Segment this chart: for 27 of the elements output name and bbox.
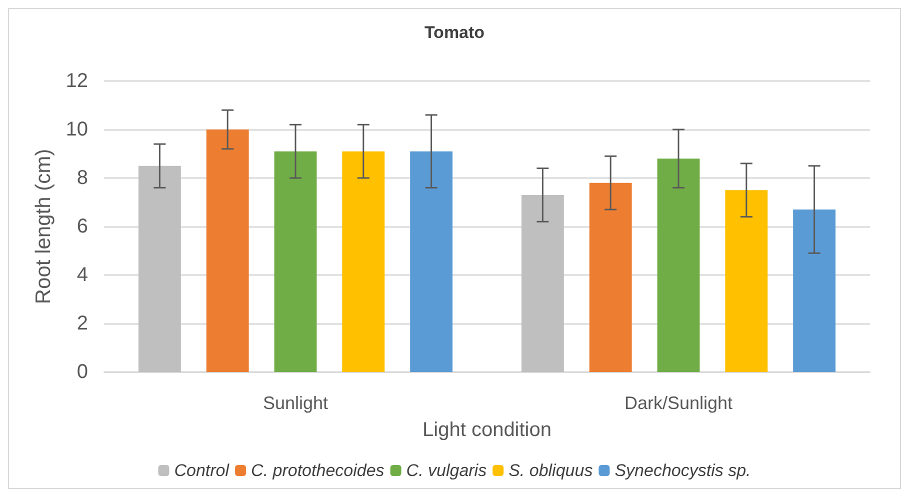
bar [793, 210, 836, 372]
bar [342, 151, 385, 372]
x-tick-label: Dark/Sunlight [624, 393, 733, 413]
y-tick-label: 2 [76, 312, 88, 334]
y-tick-label: 6 [76, 216, 88, 238]
bar [206, 130, 249, 372]
bar [589, 182, 632, 372]
legend-label: C. vulgaris [406, 461, 488, 480]
y-tick-label: 8 [76, 167, 88, 189]
y-tick-label: 12 [66, 70, 88, 92]
bar [138, 166, 181, 372]
legend-label: Synechocystis sp. [614, 461, 751, 480]
bar [521, 194, 564, 372]
x-tick-label: Sunlight [262, 393, 328, 413]
bar [410, 151, 453, 372]
bar [657, 158, 700, 372]
x-axis-title: Light condition [422, 419, 552, 441]
y-tick-label: 4 [76, 264, 88, 286]
legend-label: Control [174, 461, 230, 480]
legend-label: S. obliquus [508, 461, 594, 480]
bar [725, 190, 768, 372]
y-tick-label: 0 [76, 361, 88, 383]
y-tick-label: 10 [66, 118, 88, 140]
legend-label: C. protothecoides [251, 461, 385, 480]
y-axis-title: Root length (cm) [32, 148, 55, 304]
chart-title: Tomato [424, 23, 485, 42]
bar [274, 151, 317, 372]
